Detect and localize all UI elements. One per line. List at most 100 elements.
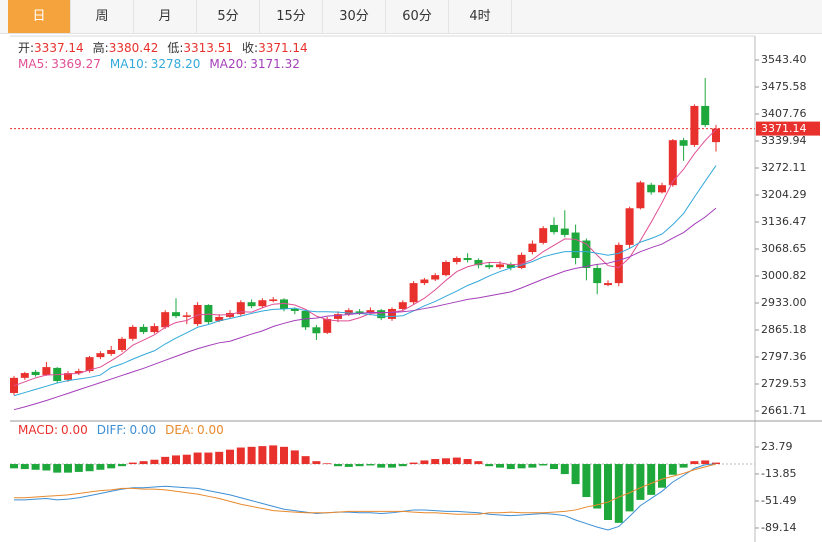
legend-item: MACD: 0.00 bbox=[18, 423, 88, 437]
tab[interactable]: 60分 bbox=[386, 0, 449, 33]
macd-bar bbox=[161, 456, 170, 465]
candle-body bbox=[20, 373, 29, 378]
macd-bar bbox=[582, 464, 591, 498]
macd-bar bbox=[107, 464, 116, 469]
macd-bar bbox=[571, 464, 580, 485]
candle-body bbox=[582, 240, 591, 268]
macd-bar bbox=[604, 464, 612, 520]
macd-bar bbox=[388, 464, 396, 468]
macd-bar bbox=[31, 464, 40, 470]
legend-label: DIFF: bbox=[96, 423, 127, 437]
candle-body bbox=[442, 261, 450, 276]
legend-item: DIFF: 0.00 bbox=[97, 423, 156, 437]
macd-bar bbox=[452, 457, 461, 465]
macd-bar bbox=[625, 464, 634, 512]
macd-bar bbox=[280, 446, 288, 465]
y-tick-label: 3204.29 bbox=[761, 188, 807, 201]
tab[interactable]: 月 bbox=[134, 0, 197, 33]
tab[interactable]: 15分 bbox=[260, 0, 323, 33]
legend-item: 收:3371.14 bbox=[242, 41, 308, 55]
candle-body bbox=[636, 182, 645, 209]
macd-bar bbox=[128, 462, 137, 465]
macd-bar bbox=[658, 464, 666, 488]
legend-label: DEA: bbox=[165, 423, 195, 437]
candle-body bbox=[128, 326, 137, 339]
candle-body bbox=[496, 264, 504, 268]
y-tick-label: 2865.18 bbox=[761, 323, 807, 336]
legend: 开:3337.14 高:3380.42 低:3313.51 收:3371.14 MA5:… bbox=[18, 40, 317, 72]
legend-label: MA10: bbox=[109, 57, 148, 71]
macd-bar bbox=[139, 461, 148, 465]
legend-label: MACD: bbox=[18, 423, 59, 437]
legend: MACD: 0.00 DIFF: 0.00 DEA: 0.00 bbox=[18, 422, 233, 438]
candle-body bbox=[625, 208, 634, 245]
tab[interactable]: 4时 bbox=[449, 0, 512, 33]
candle-body bbox=[506, 264, 515, 268]
candle-body bbox=[593, 267, 602, 284]
y-tick-label: -89.14 bbox=[761, 521, 796, 534]
legend-row: MA5: 3369.27 MA10: 3278.20 MA20: 3171.32 bbox=[18, 56, 317, 72]
macd-bar bbox=[539, 464, 548, 466]
macd-bar bbox=[517, 464, 526, 469]
macd-bar bbox=[215, 451, 224, 465]
candle-body bbox=[172, 312, 180, 317]
y-tick-label: 3272.11 bbox=[761, 161, 807, 174]
macd-bar bbox=[474, 461, 483, 465]
candle-body bbox=[64, 373, 72, 380]
legend-value: 0.00 bbox=[61, 423, 88, 437]
y-tick-label: 3407.76 bbox=[761, 107, 807, 120]
y-tick-label: 2933.00 bbox=[761, 296, 807, 309]
candle-body bbox=[107, 349, 116, 354]
candle-body bbox=[539, 228, 548, 243]
candle-body bbox=[452, 258, 461, 262]
legend-label: 收: bbox=[242, 41, 259, 55]
candle-body bbox=[215, 316, 224, 321]
macd-bar bbox=[193, 452, 202, 465]
macd-bar bbox=[560, 464, 569, 475]
candle-body bbox=[377, 310, 386, 319]
macd-bar bbox=[10, 464, 18, 469]
macd-bar bbox=[431, 459, 440, 465]
macd-bar bbox=[690, 461, 699, 465]
macd-bar bbox=[236, 447, 245, 465]
macd-bar bbox=[182, 454, 191, 465]
legend-value: 3313.51 bbox=[183, 41, 234, 55]
legend-value: 3278.20 bbox=[150, 57, 201, 71]
macd-bar bbox=[150, 459, 159, 465]
tab[interactable]: 30分 bbox=[323, 0, 386, 33]
macd-bar bbox=[636, 464, 645, 500]
tab[interactable]: 日 bbox=[8, 0, 71, 33]
legend-value: 3171.32 bbox=[250, 57, 300, 71]
candle-body bbox=[182, 315, 191, 317]
legend-label: 高: bbox=[92, 41, 109, 55]
y-tick-label: 3543.40 bbox=[761, 53, 807, 66]
candle-body bbox=[485, 265, 494, 268]
legend-value: 3371.14 bbox=[258, 41, 308, 55]
legend-value: 0.00 bbox=[129, 423, 157, 437]
macd-bar bbox=[85, 464, 94, 472]
candle-body bbox=[388, 308, 396, 319]
candle-body bbox=[85, 357, 94, 372]
ma-line bbox=[13, 165, 717, 397]
macd-bar bbox=[593, 464, 602, 509]
candle-body bbox=[31, 371, 40, 376]
macd-bar bbox=[42, 464, 51, 471]
macd-bar bbox=[290, 450, 299, 465]
candle-body bbox=[118, 338, 126, 350]
macd-bar bbox=[226, 449, 234, 465]
candle-body bbox=[247, 302, 256, 307]
legend-row: 开:3337.14 高:3380.42 低:3313.51 收:3371.14 bbox=[18, 40, 317, 56]
y-tick-label: -51.49 bbox=[761, 494, 796, 507]
tab[interactable]: 5分 bbox=[197, 0, 260, 33]
candle-body bbox=[139, 326, 148, 333]
candle-body bbox=[658, 185, 666, 193]
macd-bar bbox=[53, 464, 62, 473]
tab[interactable]: 周 bbox=[71, 0, 134, 33]
candle-body bbox=[96, 353, 105, 358]
macd-bar bbox=[701, 460, 710, 465]
candle-body bbox=[550, 224, 558, 233]
candle-body bbox=[431, 275, 440, 280]
legend-item: 开:3337.14 bbox=[18, 41, 84, 55]
legend-item: MA10: 3278.20 bbox=[110, 57, 201, 71]
candle-body bbox=[701, 105, 710, 126]
